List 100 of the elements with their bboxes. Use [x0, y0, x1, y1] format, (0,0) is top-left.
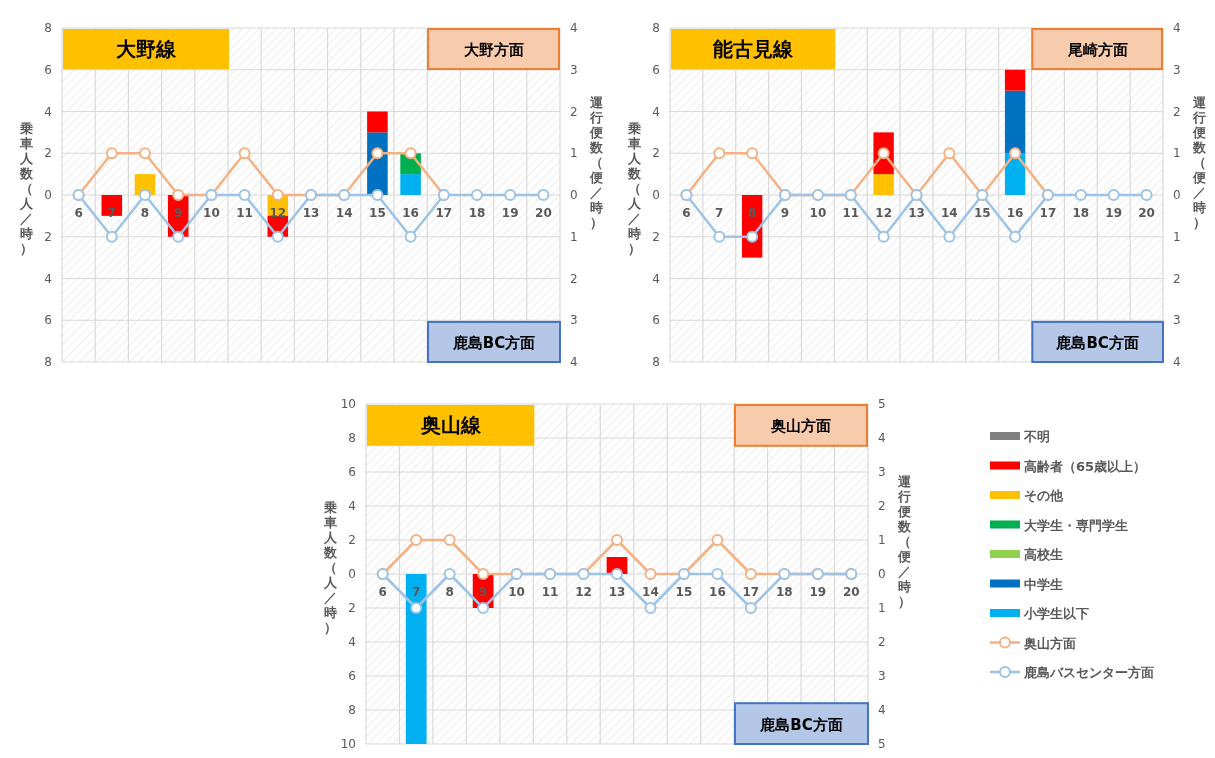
legend-label: 高齢者（65歳以上） [1024, 458, 1147, 474]
text: 奥山線 [419, 413, 482, 438]
x-tick-label: 17 [435, 206, 453, 220]
y-tick-label: 10 [340, 737, 356, 751]
x-tick-label: 8 [140, 206, 150, 220]
y2-tick-label: 4 [1173, 355, 1181, 369]
legend-label: 奥山方面 [1023, 635, 1076, 651]
y-tick-label: 6 [348, 669, 356, 683]
x-tick-label: 13 [908, 206, 925, 220]
x-tick-label: 6 [74, 206, 83, 220]
x-tick-label: 13 [302, 206, 320, 220]
y-tick-label: 2 [348, 601, 356, 615]
y2-tick-label: 1 [570, 229, 578, 244]
x-tick-label: 19 [809, 585, 827, 599]
x-tick-label: 12 [875, 206, 892, 220]
y2-tick-label: 3 [878, 669, 886, 683]
y2-tick-label: 3 [1173, 313, 1181, 328]
y2-tick-label: 2 [878, 499, 886, 513]
y2-tick-label: 2 [878, 635, 886, 649]
y2-tick-label: 3 [570, 62, 578, 77]
y-tick-label: 4 [652, 271, 660, 286]
y2-tick-label: 3 [1173, 62, 1181, 77]
legend-label: 中学生 [1024, 576, 1063, 592]
x-tick-label: 11 [236, 206, 253, 220]
y-tick-label: 6 [44, 313, 52, 328]
x-tick-label: 7 [412, 585, 421, 599]
x-tick-label: 11 [541, 585, 559, 599]
text: 乗車人数（人／時） [19, 121, 33, 256]
legend-label: 高校生 [1024, 547, 1063, 562]
y-tick-label: 0 [652, 188, 660, 202]
x-tick-label: 19 [1105, 206, 1123, 220]
y-tick-label: 2 [44, 229, 52, 244]
x-tick-label: 7 [715, 206, 724, 220]
x-tick-label: 9 [780, 206, 790, 220]
x-tick-label: 18 [468, 206, 486, 220]
legend-label: 小学生以下 [1023, 606, 1089, 621]
x-tick-label: 10 [203, 206, 220, 220]
x-tick-label: 12 [575, 585, 592, 599]
annotation: 鹿島BC方面 [1055, 333, 1139, 352]
x-tick-label: 17 [1039, 206, 1057, 220]
x-tick-label: 13 [608, 585, 626, 599]
y2-tick-label: 5 [878, 397, 886, 411]
y-tick-label: 2 [44, 146, 52, 161]
y-tick-label: 8 [348, 431, 356, 445]
y2-tick-label: 4 [878, 703, 886, 717]
text: 運行便数（便／時） [1192, 95, 1206, 230]
x-tick-label: 18 [1072, 206, 1090, 220]
x-tick-label: 14 [335, 206, 353, 220]
y2-tick-label: 2 [1173, 271, 1181, 286]
annotation: 奥山方面 [770, 417, 832, 436]
x-tick-label: 15 [973, 206, 991, 220]
y2-tick-label: 4 [570, 21, 578, 35]
x-tick-label: 14 [941, 206, 958, 220]
y-tick-label: 4 [44, 271, 52, 286]
y2-tick-label: 0 [570, 188, 578, 202]
y2-tick-label: 4 [1173, 21, 1181, 35]
y2-tick-label: 3 [878, 465, 886, 479]
x-tick-label: 14 [642, 585, 659, 599]
text: 乗車人数（人／時） [627, 121, 641, 256]
y2-tick-label: 2 [570, 104, 578, 119]
x-tick-label: 16 [1006, 206, 1024, 220]
x-tick-label: 16 [709, 585, 726, 599]
y2-tick-label: 2 [570, 271, 578, 286]
annotation: 大野方面 [464, 41, 525, 60]
y2-tick-label: 4 [878, 431, 886, 445]
y-tick-label: 0 [348, 567, 356, 581]
x-tick-label: 10 [809, 206, 827, 220]
x-tick-label: 8 [445, 585, 454, 599]
y2-tick-label: 1 [878, 601, 886, 615]
x-tick-label: 8 [747, 206, 757, 220]
y2-tick-label: 1 [1173, 229, 1181, 244]
y2-tick-label: 2 [1173, 104, 1181, 119]
x-tick-label: 9 [478, 585, 488, 599]
legend-label: 鹿島バスセンター方面 [1023, 665, 1154, 680]
x-tick-label: 18 [775, 585, 793, 599]
x-tick-label: 6 [378, 585, 387, 599]
y-tick-label: 4 [348, 499, 356, 513]
y2-tick-label: 0 [1173, 188, 1181, 202]
x-tick-label: 20 [535, 206, 552, 220]
legend-label: 不明 [1023, 429, 1050, 444]
annotation: 尾崎方面 [1066, 41, 1128, 60]
y2-tick-label: 1 [570, 146, 578, 161]
y-tick-label: 6 [652, 62, 660, 77]
text: 能古見線 [713, 37, 795, 62]
y-tick-label: 0 [44, 188, 52, 202]
text: 運行便数（便／時） [897, 474, 911, 609]
text: 大野線 [116, 37, 177, 62]
x-tick-label: 10 [508, 585, 525, 599]
y-tick-label: 6 [652, 313, 660, 328]
y-tick-label: 4 [652, 104, 660, 119]
x-tick-label: 15 [675, 585, 693, 599]
y-tick-label: 4 [44, 104, 52, 119]
x-tick-label: 11 [842, 206, 860, 220]
legend-label: その他 [1024, 488, 1064, 503]
text: 乗車人数（人／時） [323, 500, 337, 635]
y-tick-label: 4 [348, 635, 356, 649]
y2-tick-label: 0 [878, 567, 886, 581]
text: 運行便数（便／時） [589, 95, 603, 230]
x-tick-label: 17 [742, 585, 760, 599]
y2-tick-label: 5 [878, 737, 886, 751]
